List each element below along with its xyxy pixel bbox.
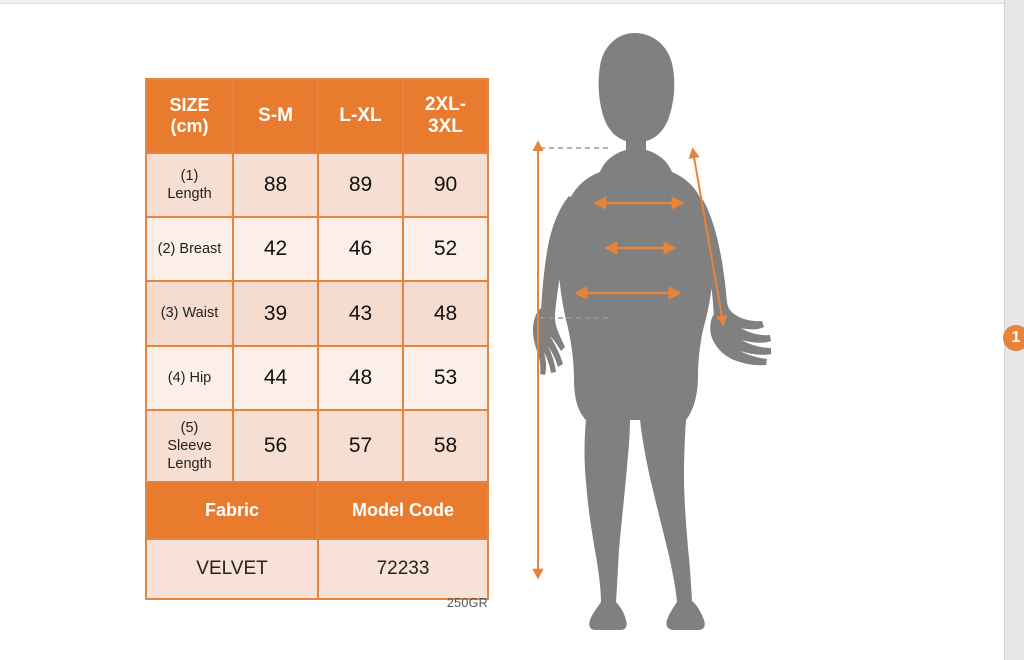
cell-hip-2xl-3xl: 53	[402, 345, 489, 411]
header-cell-fabric: Fabric	[145, 481, 319, 540]
footer-header-row: Fabric Model Code	[145, 481, 489, 540]
cell-breast-2xl-3xl: 52	[402, 216, 489, 282]
figure-svg	[532, 33, 771, 630]
row-label-hip: (4) Hip	[145, 345, 234, 411]
female-silhouette-icon	[533, 33, 771, 630]
row5-name-line1: Sleeve	[167, 437, 212, 454]
table-row: (4) Hip 44 48 53	[145, 345, 489, 411]
page-top-edge-line	[0, 3, 1005, 4]
cell-model-code-value: 72233	[317, 538, 489, 600]
table-row: (1) Length 88 89 90	[145, 152, 489, 218]
header-2xl-line2: 3XL	[428, 116, 463, 137]
size-table: SIZE (cm) S-M L-XL 2XL- 3XL (1) Length 8…	[145, 78, 489, 600]
header-cell-2xl-3xl: 2XL- 3XL	[402, 78, 489, 154]
row-label-sleeve-length: (5) Sleeve Length	[145, 409, 234, 483]
cell-waist-s-m: 39	[232, 280, 319, 347]
cell-waist-l-xl: 43	[317, 280, 404, 347]
row-label-waist: (3) Waist	[145, 280, 234, 347]
header-cell-model-code: Model Code	[317, 481, 489, 540]
cell-length-s-m: 88	[232, 152, 319, 218]
row1-name: Length	[167, 186, 212, 202]
row-label-length: (1) Length	[145, 152, 234, 218]
row5-marker: (5)	[180, 419, 199, 436]
row-label-breast: (2) Breast	[145, 216, 234, 282]
table-row: (5) Sleeve Length 56 57 58	[145, 409, 489, 483]
page-top-edge	[0, 0, 1005, 3]
header-cell-l-xl: L-XL	[317, 78, 404, 154]
weight-note: 250GR	[446, 596, 488, 610]
footer-value-row: VELVET 72233	[145, 538, 489, 600]
cell-length-l-xl: 89	[317, 152, 404, 218]
cell-waist-2xl-3xl: 48	[402, 280, 489, 347]
cell-sleeve-l-xl: 57	[317, 409, 404, 483]
cell-sleeve-s-m: 56	[232, 409, 319, 483]
cell-length-2xl-3xl: 90	[402, 152, 489, 218]
row5-name-line2: Length	[167, 456, 212, 473]
table-header-row: SIZE (cm) S-M L-XL 2XL- 3XL	[145, 78, 489, 154]
cell-hip-l-xl: 48	[317, 345, 404, 411]
header-size-line1: SIZE	[169, 95, 210, 116]
header-cell-s-m: S-M	[232, 78, 319, 154]
table-row: (2) Breast 42 46 52	[145, 216, 489, 282]
table-row: (3) Waist 39 43 48	[145, 280, 489, 347]
cell-breast-l-xl: 46	[317, 216, 404, 282]
header-cell-size: SIZE (cm)	[145, 78, 234, 154]
measure-arrow-sleeve-length	[688, 147, 728, 327]
cell-breast-s-m: 42	[232, 216, 319, 282]
measure-badge-1: 1	[1003, 325, 1024, 351]
measurement-figure: 1 2 3 4 5	[500, 20, 1024, 640]
header-2xl-line1: 2XL-	[424, 94, 467, 116]
row1-marker: (1)	[180, 167, 199, 184]
cell-fabric-value: VELVET	[145, 538, 319, 600]
cell-hip-s-m: 44	[232, 345, 319, 411]
cell-sleeve-2xl-3xl: 58	[402, 409, 489, 483]
header-size-line2: (cm)	[170, 116, 209, 136]
